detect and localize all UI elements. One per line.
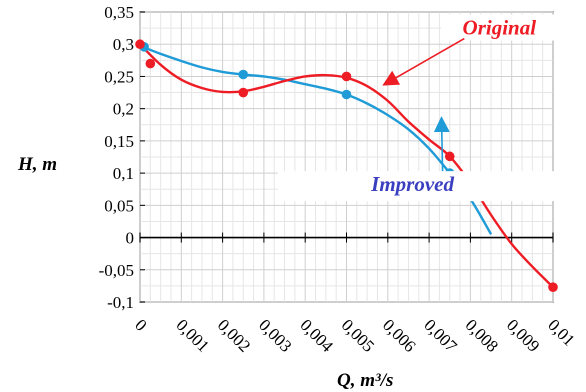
x-tick-label: 0,01	[544, 315, 578, 349]
y-tick-label: 0,35	[104, 3, 134, 22]
annotations-layer: Original Improved	[277, 14, 566, 202]
series-original-point	[341, 71, 352, 82]
y-axis: -0,1 -0,05 0 0,05 0,1 0,15 0,2 0,25 0,3 0,35	[99, 3, 145, 312]
annotation-original-arrow	[382, 37, 465, 86]
annotation-original: Original	[463, 16, 537, 40]
x-tick-label: 0,006	[379, 315, 419, 355]
x-tick-label: 0,001	[172, 315, 212, 355]
grid	[139, 11, 554, 303]
annotation-improved: Improved	[370, 172, 454, 196]
x-tick-label: 0,007	[420, 315, 461, 356]
series-improved-line	[143, 46, 493, 235]
y-tick-label: 0,25	[104, 67, 134, 86]
x-tick-label: 0,008	[462, 315, 502, 355]
annotation-improved-bg	[277, 171, 566, 202]
series-original-point	[238, 87, 249, 98]
y-tick-label: -0,1	[107, 293, 134, 312]
y-tick-label: 0,15	[104, 132, 134, 151]
y-tick-label: 0,3	[113, 35, 134, 54]
x-tick-label: 0	[131, 315, 150, 334]
annotation-improved-arrow	[433, 116, 450, 172]
series-layer	[135, 39, 558, 292]
y-axis-title: H, m	[17, 154, 57, 175]
x-tick-label: 0,003	[255, 315, 295, 355]
y-tick-label: -0,05	[99, 261, 134, 280]
series-improved-point	[238, 69, 249, 80]
series-original-point	[548, 282, 558, 292]
series-original-point	[444, 151, 455, 162]
y-tick-label: 0,2	[113, 100, 134, 119]
y-tick-label: 0	[126, 229, 135, 248]
annotation-original-bg	[441, 14, 558, 41]
y-tick-label: 0,05	[104, 196, 134, 215]
x-tick-label: 0,009	[503, 315, 543, 355]
y-tick-label: 0,1	[113, 164, 134, 183]
series-improved-point	[341, 89, 352, 100]
x-tick-label: 0,004	[296, 315, 337, 356]
x-tick-label: 0,002	[214, 315, 254, 355]
x-axis-title: Q, m³/s	[337, 370, 393, 391]
series-original-point	[145, 58, 156, 69]
x-tick-label: 0,005	[338, 315, 378, 355]
series-original-point	[135, 39, 145, 50]
